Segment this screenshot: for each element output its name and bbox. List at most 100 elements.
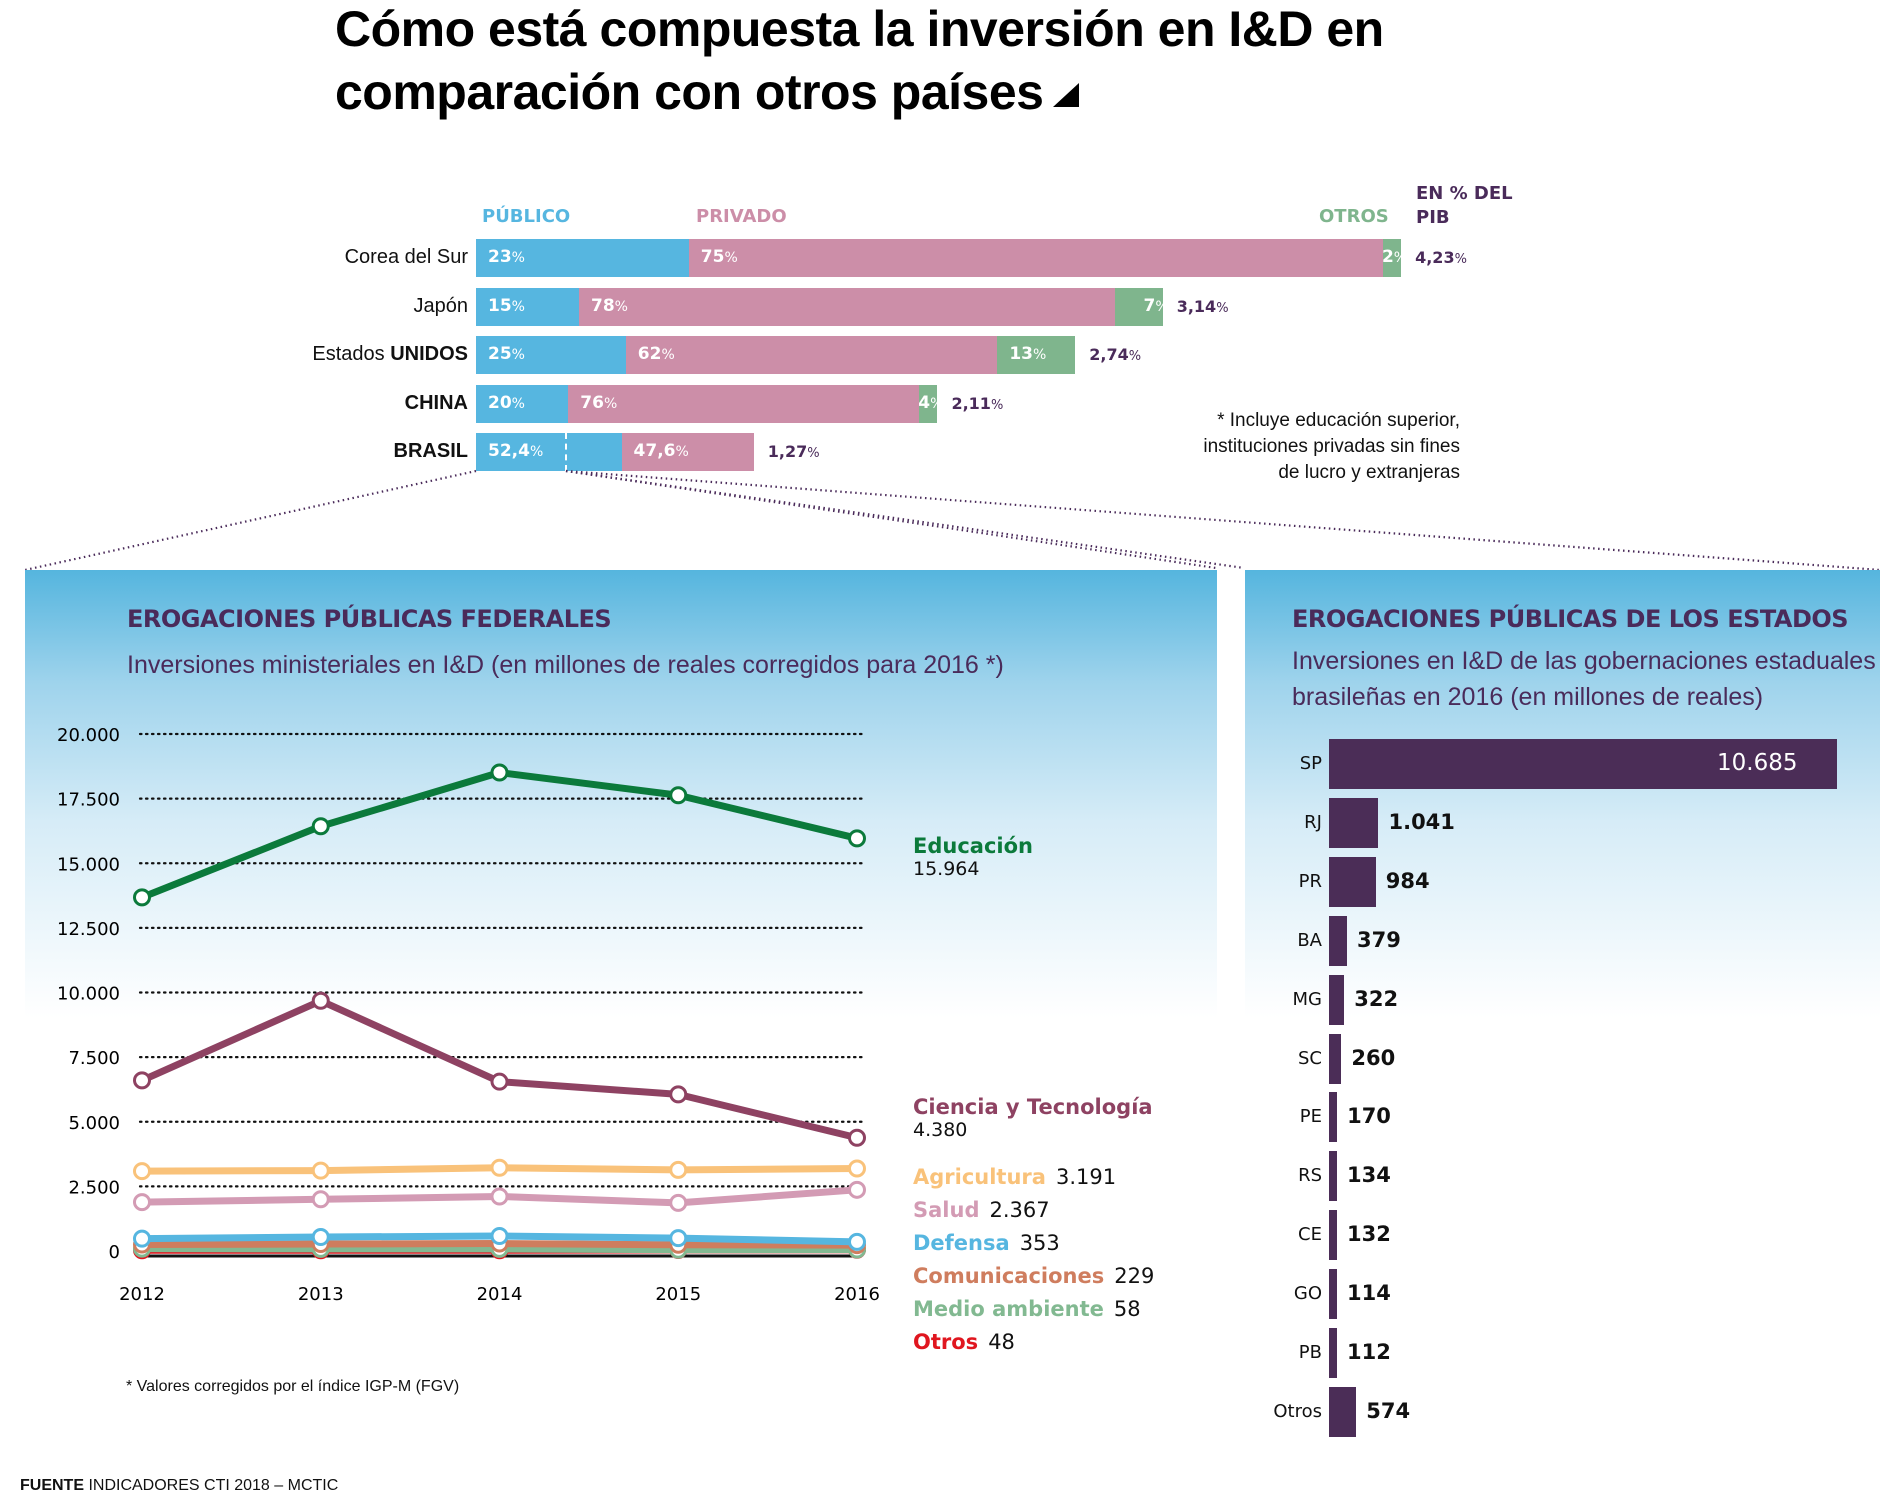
legend-item-ciencia: Ciencia y Tecnología 4.380 — [913, 1095, 1153, 1141]
segment-value: 75 — [700, 247, 725, 267]
legend-privado: PRIVADO — [696, 206, 787, 227]
segment-value: 76 — [580, 392, 604, 413]
bar-segment-otros: 4% — [918, 384, 943, 423]
segment-value: 20 — [488, 392, 512, 413]
states-subtitle-line: brasileñas en 2016 (en millones de reale… — [1292, 683, 1764, 711]
segment-value: 2 — [1381, 247, 1394, 267]
country-label: CHINA — [268, 392, 468, 415]
data-point-agricultura — [490, 1158, 509, 1177]
bar-segment-otros: 13% — [997, 336, 1076, 374]
bar-segment-privado: 78% — [579, 287, 1115, 326]
bar-segment-privado: 76% — [568, 384, 919, 423]
federal-line-chart: 0 2.500 5.000 7.500 10.000 12.500 15.000 17.500… — [57, 725, 880, 1305]
state-value: 1.041 — [1388, 809, 1455, 834]
state-value: 114 — [1347, 1281, 1391, 1306]
legend-pib-line2: PIB — [1416, 207, 1450, 228]
data-point-salud — [133, 1193, 151, 1212]
percent-sign: % — [1128, 349, 1142, 364]
legend-name: Agricultura — [913, 1165, 1046, 1189]
state-value: 379 — [1357, 927, 1401, 952]
y-tick-label: 7.500 — [68, 1048, 120, 1069]
states-panel-subtitle: Inversiones en I&D de las gobernaciones … — [1292, 643, 1876, 715]
country-label: Japón — [268, 294, 469, 318]
state-bar — [1329, 1328, 1337, 1378]
segment-label: 25% — [488, 344, 525, 364]
state-value: 984 — [1385, 868, 1430, 893]
state-value: 10.685 — [1717, 750, 1798, 776]
legend-item-medio_ambiente: Medio ambiente 58 — [913, 1297, 1141, 1321]
legend-name: Otros — [913, 1330, 979, 1354]
data-point-salud — [669, 1193, 688, 1212]
state-bar — [1329, 974, 1345, 1025]
segment-label: 52,4% — [488, 441, 543, 461]
pib-total-value: 4,23 — [1415, 248, 1455, 267]
segment-label: 2% — [1382, 247, 1407, 267]
percent-sign: % — [930, 395, 944, 412]
infographic-title: Cómo está compuesta la inversión en I&D … — [335, 0, 1435, 124]
pib-total-value: 2,11 — [951, 393, 991, 413]
series-line-ciencia — [140, 997, 858, 1142]
pib-total-label: 1,27% — [768, 442, 820, 461]
data-point-educacion — [311, 817, 330, 836]
legend-item-comunicaciones: Comunicaciones 229 — [913, 1264, 1154, 1288]
legend-item-otros_line: Otros 48 — [913, 1330, 1015, 1354]
connector-line — [24, 469, 477, 572]
data-point-defensa — [848, 1232, 866, 1251]
bar-segment-privado: 62% — [625, 336, 998, 374]
country-label-text: Japón — [413, 294, 469, 317]
country-label: BRASIL — [268, 440, 468, 463]
data-point-educacion — [669, 786, 688, 805]
legend-value: 58 — [1113, 1297, 1141, 1321]
composition-footnote: * Incluye educación superior, institucio… — [1100, 408, 1460, 486]
segment-value: 47,6 — [633, 441, 676, 461]
segment-value: 7 — [1143, 295, 1156, 316]
state-label: Otros — [1273, 1400, 1322, 1422]
bar-segment-pblico: 25% — [476, 336, 626, 374]
segment-label: 47,6% — [634, 441, 689, 461]
state-bar — [1329, 739, 1837, 789]
legend-value: 353 — [1019, 1231, 1060, 1255]
legend-pib: EN % DEL PIB — [1416, 182, 1513, 230]
state-value: 170 — [1347, 1104, 1391, 1129]
states-panel-title: EROGACIONES PÚBLICAS DE LOS ESTADOS — [1292, 605, 1849, 633]
legend-item-salud: Salud 2.367 — [913, 1198, 1050, 1222]
percent-sign: % — [1033, 347, 1047, 363]
data-point-agricultura — [848, 1159, 866, 1178]
y-tick-label: 10.000 — [57, 984, 120, 1005]
percent-sign: % — [661, 347, 675, 363]
percent-sign: % — [675, 444, 689, 460]
connector-line — [565, 469, 1881, 572]
legend-item-agricultura: Agricultura 3.191 — [913, 1165, 1116, 1189]
legend-pib-line1: EN % DEL — [1416, 183, 1513, 204]
segment-value: 4 — [918, 392, 931, 413]
percent-sign: % — [1454, 252, 1467, 267]
segment-label: 62% — [638, 344, 675, 364]
segment-value: 62 — [637, 344, 662, 364]
y-tick-label: 5.000 — [68, 1113, 120, 1134]
federal-footnote: * Valores corregidos por el índice IGP-M… — [126, 1378, 460, 1395]
data-point-defensa — [311, 1228, 330, 1247]
state-value: 322 — [1354, 986, 1399, 1011]
state-value: 134 — [1347, 1163, 1391, 1188]
state-value: 574 — [1366, 1398, 1411, 1423]
y-tick-label: 15.000 — [57, 854, 120, 875]
legend-publico: PÚBLICO — [482, 206, 571, 227]
state-bar — [1329, 1151, 1337, 1202]
pib-total-value: 3,14 — [1176, 296, 1217, 316]
country-label: Estados UNIDOS — [268, 343, 468, 366]
series-line-educacion — [140, 769, 858, 901]
note-line: * Incluye educación superior, — [1217, 410, 1460, 431]
data-point-educacion — [133, 888, 151, 907]
triangle-marker-icon — [1053, 83, 1080, 107]
segment-label: 75% — [701, 247, 738, 267]
state-label: SP — [1299, 753, 1322, 774]
data-point-ciencia — [133, 1071, 151, 1090]
public-split-divider — [565, 433, 567, 471]
segment-label: 78% — [591, 296, 628, 316]
legend-otros: OTROS — [1319, 206, 1389, 227]
y-tick-label: 12.500 — [57, 919, 120, 940]
bar-segment-privado: 75% — [688, 239, 1383, 277]
segment-value: 52,4 — [488, 441, 530, 461]
state-label: GO — [1293, 1283, 1322, 1305]
state-value: 132 — [1347, 1222, 1391, 1247]
